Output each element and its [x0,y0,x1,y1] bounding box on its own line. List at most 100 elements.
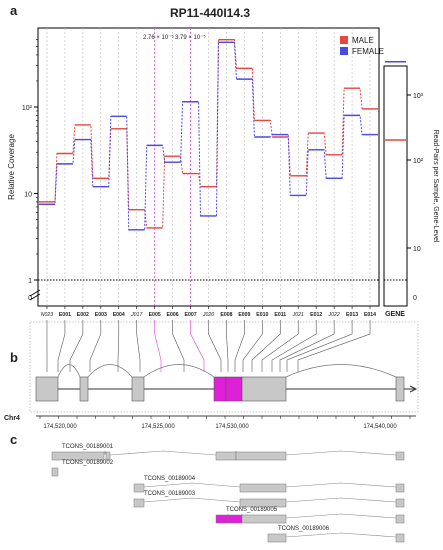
genome-tick-label: 174,525,000 [141,424,175,430]
transcript-exon [215,451,237,461]
intron-line [109,450,217,456]
chrom-label: Chr4 [4,415,20,422]
exon-block [35,376,59,402]
x-tick-label-N023: N023 [41,312,54,318]
x-tick-label-E001: E001 [59,312,71,318]
exon-connector-E002 [69,320,84,372]
exon-connector-E013 [286,320,353,372]
exon-connector-J022 [279,320,335,372]
transcript-label-0: TCONS_00189001 [62,444,114,450]
gene-panel-frame [383,65,408,307]
chart-title: RP11-440I14.3 [170,6,250,20]
intron-line [285,497,397,503]
intron-line [285,450,397,456]
transcript-exon [51,451,105,461]
legend-swatch-female [340,47,348,55]
panel-label-a: a [10,3,18,18]
exon-connector-E004 [117,320,120,372]
gene-label: GENE [385,311,405,318]
transcript-exon [267,533,287,543]
intron-line [143,497,241,503]
exon-connector-E005 [154,320,162,372]
axis-break-left [29,289,41,301]
transcript-exon [215,514,229,524]
x-tick-label-E003: E003 [95,312,107,318]
exon-connector-E007 [190,320,205,372]
x-tick-label-J020: J020 [202,312,214,318]
legend-swatch-male [340,36,348,44]
legend-label-female: FEMALE [352,47,384,56]
y-zero-label: 0 [28,295,32,302]
x-tick-label-E004: E004 [113,312,125,318]
transcript-exon [395,483,405,493]
transcript-label-3: TCONS_00189003 [144,491,196,497]
genome-tick-label: 174,520,000 [43,424,77,430]
transcript-exon [235,451,287,461]
exon-connector-E011 [251,320,281,372]
transcript-exon [395,451,405,461]
legend-label-male: MALE [352,36,374,45]
transcript-label-2: TCONS_00189004 [144,476,196,482]
transcript-exon [105,451,111,461]
x-tick-label-E002: E002 [77,312,89,318]
intron-line [285,532,397,538]
transcript-label-4: TCONS_00189005 [226,507,278,513]
exon-block [225,376,243,402]
transcript-exon [239,498,287,508]
transcript-exon [51,467,59,477]
exon-connector-E006 [172,320,185,372]
x-tick-label-E013: E013 [346,312,358,318]
transcript-exon [239,483,287,493]
exon-connector-J021 [261,320,299,372]
splice-arc [57,364,81,378]
x-tick-label-E009: E009 [238,312,250,318]
y-axis-label: Relative Coverage [7,134,16,200]
x-tick-label-E006: E006 [167,312,179,318]
exon-block [241,376,287,402]
x-tick-label-E007: E007 [184,312,196,318]
y2-zero-label: 0 [413,295,417,302]
exon-block [395,376,405,402]
transcript-exon [227,514,243,524]
y2-tick-label: 10 [413,246,421,253]
x-tick-label-E008: E008 [220,312,232,318]
exon-connector-J020 [208,320,222,372]
x-tick-label-E012: E012 [310,312,322,318]
y2-tick-label: 10³ [413,93,424,100]
x-tick-label-J021: J021 [292,312,304,318]
exon-connector-E010 [242,320,263,372]
y-tick-label: 1 [28,278,32,285]
exon-connector-E008 [226,320,229,372]
splice-arc [143,364,215,378]
transcript-exon [395,533,405,543]
annotation-pvalue-1: 2.76 × 10⁻⁵ [143,34,174,41]
exon-connector-J017 [136,320,141,372]
splice-arc [285,364,397,378]
panel-label-c: c [10,432,17,447]
splice-arc [87,364,133,378]
intron-line [285,513,397,519]
x-tick-label-E014: E014 [364,312,376,318]
transcript-exon [395,514,405,524]
gene-map-frame [29,321,419,413]
exon-connector-E014 [297,320,371,372]
panel-label-b: b [10,350,18,365]
y-tick-label: 10² [22,105,33,112]
x-tick-label-E010: E010 [256,312,268,318]
intron-line [103,450,107,456]
x-tick-label-J017: J017 [130,312,143,318]
y-tick-label: 10 [24,192,32,199]
exon-connector-E001 [57,320,66,372]
transcript-label-5: TCONS_00189006 [278,526,330,532]
transcript-exon [241,514,287,524]
transcript-exon [133,483,145,493]
exon-connector-E009 [234,320,245,372]
x-tick-label-E005: E005 [149,312,161,318]
exon-block [79,376,89,402]
transcript-exon [395,498,405,508]
annotation-pvalue-2: 3.79 × 10⁻⁵ [175,34,206,41]
x-tick-label-E011: E011 [274,312,286,318]
genome-tick-label: 174,540,000 [363,424,397,430]
exon-block [131,376,145,402]
